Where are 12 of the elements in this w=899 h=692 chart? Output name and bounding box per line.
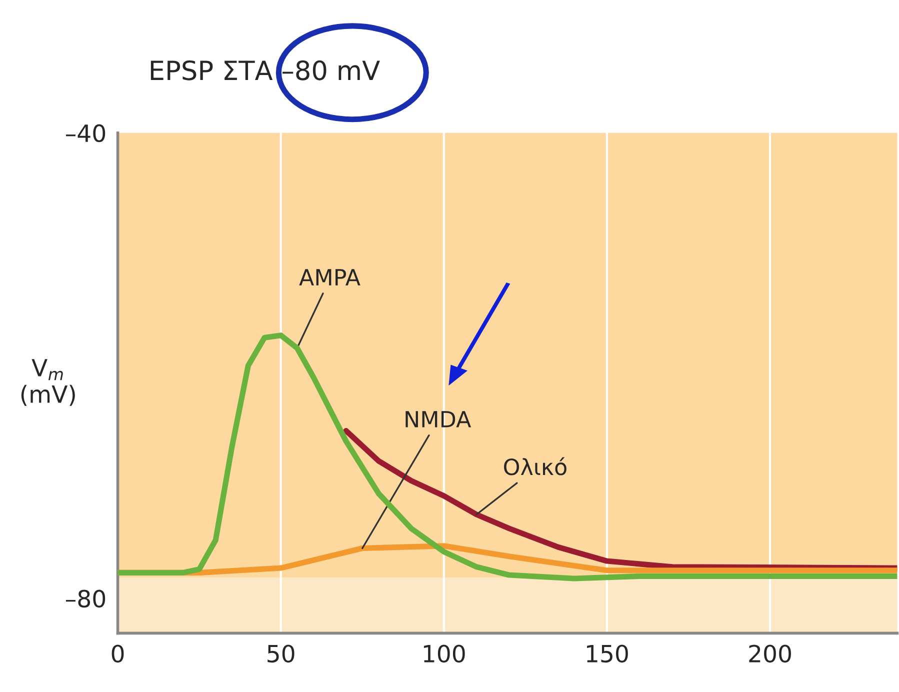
x-tick-label: 50	[268, 644, 294, 663]
text: AMPA	[299, 269, 360, 286]
x-tick-label: 0	[112, 644, 124, 663]
x-tick-label: 150	[587, 644, 628, 663]
y-tick-label: –80	[66, 590, 106, 608]
text: Ολικό	[504, 457, 566, 476]
y-axis-title: V$_{m}$ (mV)	[21, 359, 75, 406]
y-tick-label: –40	[66, 124, 106, 142]
chart-title: EPSP ΣΤΑ –80 mV	[150, 60, 380, 80]
x-tick-label: 200	[749, 644, 791, 663]
text: NMDA	[406, 411, 472, 428]
x-tick-label: 100	[424, 644, 465, 663]
